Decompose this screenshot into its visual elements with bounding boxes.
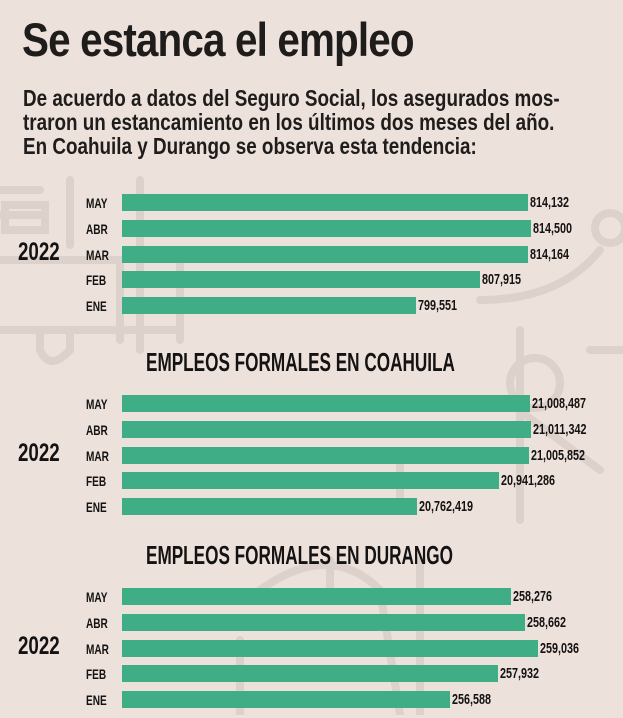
bar (122, 395, 530, 412)
bar (122, 219, 531, 237)
shield-icon (36, 326, 74, 365)
category-label: MAR (86, 640, 109, 657)
bar-row: ENE 256,588 (0, 691, 623, 709)
category-label: ABR (86, 220, 108, 237)
bar (122, 588, 511, 605)
value-label: 21,005,852 (530, 446, 585, 464)
heading-durango: EMPLEOS FORMALES EN DURANGO (146, 540, 453, 570)
bar (122, 420, 532, 438)
category-label: MAY (86, 589, 108, 605)
category-label: ABR (86, 421, 108, 438)
heading-coahuila: EMPLEOS FORMALES EN COAHUILA (146, 347, 455, 377)
chart-coahuila: 2022 MAY 21,008,487 ABR 21,011,342 MAR 21,005… (0, 395, 623, 525)
ring-icon (591, 209, 623, 247)
value-label: 258,662 (526, 613, 566, 631)
bar-row: ENE 799,551 (0, 297, 623, 315)
year-label: 2022 (18, 439, 60, 467)
value-label: 814,164 (530, 245, 570, 263)
bar (122, 245, 529, 263)
category-label: FEB (86, 272, 107, 289)
year-label: 2022 (18, 632, 60, 660)
category-label: ENE (86, 298, 107, 315)
bar-row: FEB 257,932 (0, 665, 623, 683)
value-label: 257,932 (500, 665, 540, 683)
chart-national: 2022 MAY 814,132 ABR 814,500 MAR 814,164 FEB 80… (0, 194, 623, 324)
category-label: ENE (86, 692, 107, 709)
page-title: Se estanca el empleo (22, 13, 415, 66)
building-icon (0, 176, 184, 344)
bar (122, 639, 539, 657)
bar-row: FEB 20,941,286 (0, 472, 623, 490)
bar-row: MAR 814,164 (0, 245, 623, 264)
ring-icon (506, 354, 564, 412)
value-label: 256,588 (452, 691, 492, 709)
bar-row: MAY 21,008,487 (0, 395, 623, 413)
category-label: ABR (86, 614, 108, 631)
value-label: 814,132 (530, 194, 570, 211)
value-label: 21,011,342 (533, 420, 587, 438)
bar-row: ABR 258,662 (0, 613, 623, 632)
category-label: MAR (86, 246, 109, 263)
value-label: 21,008,487 (531, 395, 586, 412)
value-label: 814,500 (532, 219, 572, 237)
bar-row: MAR 21,005,852 (0, 446, 623, 465)
window-icon (1, 201, 49, 234)
intro-line: En Coahuila y Durango se observa esta te… (23, 133, 477, 159)
category-label: FEB (86, 666, 107, 683)
value-label: 20,762,419 (419, 498, 474, 516)
bar-row: MAY 258,276 (0, 588, 623, 606)
bar (122, 665, 499, 683)
intro-text: De acuerdo a datos del Seguro Social, lo… (23, 86, 597, 158)
bar (122, 498, 418, 516)
bar-row: ABR 21,011,342 (0, 420, 623, 439)
bar (122, 194, 529, 211)
intro-line: De acuerdo a datos del Seguro Social, lo… (23, 85, 560, 111)
value-label: 258,276 (512, 588, 552, 605)
chart-durango: 2022 MAY 258,276 ABR 258,662 MAR 259,036 FEB 25… (0, 588, 623, 718)
bar-row: FEB 807,915 (0, 271, 623, 289)
value-label: 799,551 (417, 297, 457, 315)
bar (122, 297, 416, 315)
value-label: 259,036 (540, 639, 580, 657)
bar (122, 691, 451, 709)
category-label: MAY (86, 195, 108, 211)
category-label: MAY (86, 396, 108, 412)
bar (122, 613, 525, 631)
bar-row: ENE 20,762,419 (0, 498, 623, 516)
bar-row: MAR 259,036 (0, 639, 623, 658)
bar-row: MAY 814,132 (0, 194, 623, 212)
bar (122, 446, 529, 464)
category-label: FEB (86, 473, 107, 490)
bar (122, 271, 481, 289)
intro-line: traron un estancamiento en los últimos d… (23, 109, 555, 135)
bar-row: ABR 814,500 (0, 219, 623, 238)
category-label: MAR (86, 447, 109, 464)
value-label: 807,915 (482, 271, 522, 289)
value-label: 20,941,286 (501, 472, 556, 490)
bar (122, 472, 499, 490)
category-label: ENE (86, 499, 107, 516)
year-label: 2022 (18, 238, 60, 266)
